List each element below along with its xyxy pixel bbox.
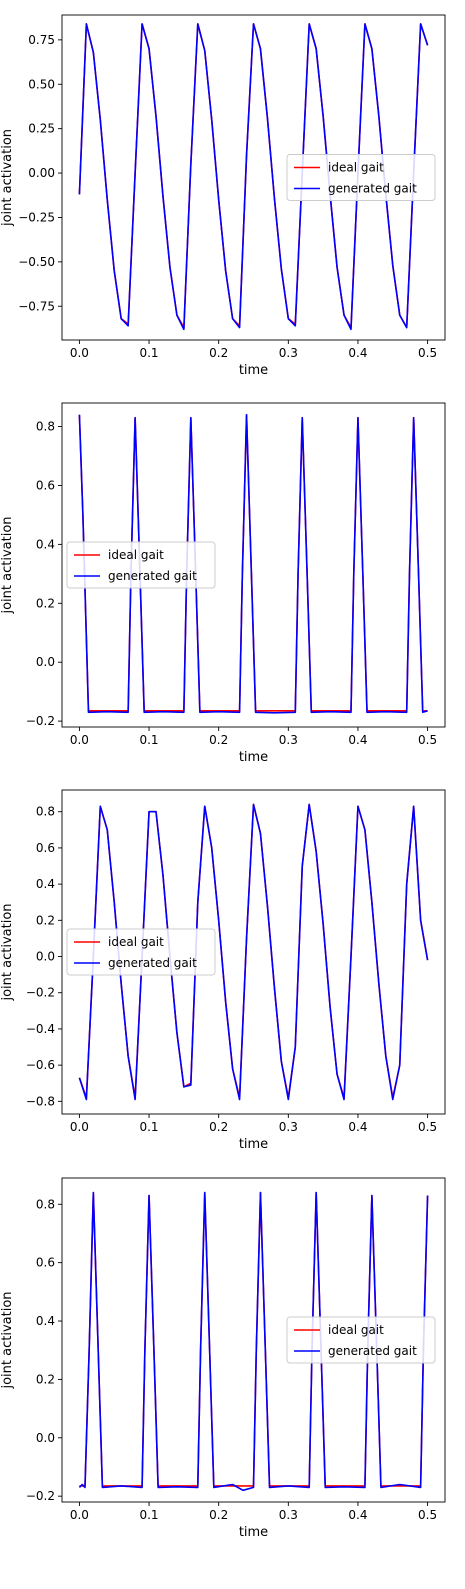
y-tick-label: −0.75 (18, 299, 55, 313)
y-tick-label: 0.6 (36, 841, 55, 855)
x-tick-label: 0.4 (348, 1508, 367, 1522)
x-tick-label: 0.1 (139, 733, 158, 747)
y-tick-label: −0.2 (26, 714, 55, 728)
chart-panel-3: 0.0 0.1 0.2 0.3 0.4 0.5 −0.8 −0.6 −0.4 −0.2 0.0 0.2… (0, 789, 446, 1152)
y-tick-label: 0.2 (36, 596, 55, 610)
x-tick-label: 0.4 (348, 1120, 367, 1134)
y-tick-label: 0.0 (36, 950, 55, 964)
legend: ideal gait generated gait (66, 928, 216, 976)
y-tick-label: −0.2 (26, 1489, 55, 1503)
x-tick-label: 0.2 (209, 733, 228, 747)
y-tick-label: 0.8 (36, 805, 55, 819)
legend-label: ideal gait (328, 1323, 384, 1337)
chart-panel-4: 0.0 0.1 0.2 0.3 0.4 0.5 −0.2 0.0 0.2 0.4 0.6 0.8 tim… (0, 1177, 446, 1540)
x-tick-label: 0.1 (139, 1508, 158, 1522)
y-axis-label: joint activation (0, 516, 15, 614)
x-tick-label: 0.1 (139, 346, 158, 360)
x-tick-label: 0.3 (279, 733, 298, 747)
y-tick-label: 0.0 (36, 1431, 55, 1445)
y-tick-label: −0.8 (26, 1094, 55, 1108)
y-tick-label: 0.2 (36, 913, 55, 927)
x-axis-label: time (239, 750, 268, 765)
y-tick-label: 0.25 (28, 122, 55, 136)
x-tick-label: 0.2 (209, 346, 228, 360)
series-line-generated-gait (78, 413, 428, 714)
y-axis-label: joint activation (0, 129, 15, 227)
x-tick-label: 0.4 (348, 733, 367, 747)
x-tick-label: 0.2 (209, 1508, 228, 1522)
y-tick-label: 0.4 (36, 877, 55, 891)
y-tick-label: 0.2 (36, 1372, 55, 1386)
legend-box (286, 154, 436, 201)
x-tick-label: 0.5 (418, 1508, 437, 1522)
chart-panel-1: 0.0 0.1 0.2 0.3 0.4 0.5 −0.75 −0.50 −0.25 0.00 0.2… (0, 14, 446, 378)
legend-label: generated gait (108, 956, 197, 970)
x-axis-label: time (239, 1525, 268, 1540)
y-tick-label: 0.50 (28, 77, 55, 91)
y-tick-label: −0.2 (26, 986, 55, 1000)
y-tick-label: 0.4 (36, 537, 55, 551)
x-tick-label: 0.0 (70, 1120, 89, 1134)
x-tick-label: 0.3 (279, 346, 298, 360)
x-axis-label: time (239, 363, 268, 378)
x-tick-label: 0.3 (279, 1508, 298, 1522)
chart-panel-2: 0.0 0.1 0.2 0.3 0.4 0.5 −0.2 0.0 0.2 0.4 0.6 0.8 tim… (0, 402, 446, 765)
axes-frame (61, 789, 446, 1115)
y-tick-label: 0.8 (36, 1197, 55, 1211)
legend-label: ideal gait (108, 548, 164, 562)
y-tick-label: −0.6 (26, 1058, 55, 1072)
legend-label: ideal gait (328, 161, 384, 175)
axes-frame (61, 402, 446, 728)
x-tick-label: 0.3 (279, 1120, 298, 1134)
y-tick-label: 0.0 (36, 655, 55, 669)
y-tick-label: −0.25 (18, 210, 55, 224)
x-tick-label: 0.4 (348, 346, 367, 360)
legend: ideal gait generated gait (66, 541, 216, 589)
x-axis-label: time (239, 1137, 268, 1152)
y-tick-label: 0.75 (28, 33, 55, 47)
y-tick-label: 0.6 (36, 478, 55, 492)
y-tick-label: −0.50 (18, 255, 55, 269)
legend: ideal gait generated gait (286, 1316, 436, 1364)
x-tick-label: 0.5 (418, 346, 437, 360)
y-axis-label: joint activation (0, 1291, 15, 1389)
y-tick-label: 0.00 (28, 166, 55, 180)
x-tick-label: 0.0 (70, 346, 89, 360)
x-tick-label: 0.0 (70, 1508, 89, 1522)
x-tick-label: 0.2 (209, 1120, 228, 1134)
legend-label: generated gait (328, 1344, 417, 1358)
y-tick-label: 0.8 (36, 420, 55, 434)
x-tick-label: 0.0 (70, 733, 89, 747)
legend-box (286, 1316, 436, 1364)
legend-label: generated gait (108, 569, 197, 583)
x-tick-label: 0.1 (139, 1120, 158, 1134)
legend-label: generated gait (328, 182, 417, 196)
y-tick-label: 0.4 (36, 1314, 55, 1328)
legend-box (66, 928, 216, 976)
y-axis-label: joint activation (0, 903, 15, 1001)
legend: ideal gait generated gait (286, 154, 436, 201)
series-line-generated-gait (78, 803, 429, 1101)
axes-frame (61, 14, 446, 341)
legend-label: ideal gait (108, 935, 164, 949)
series-line-generated-gait (78, 23, 429, 331)
legend-box (66, 541, 216, 589)
y-tick-label: −0.4 (26, 1022, 55, 1036)
axes-frame (61, 1177, 446, 1503)
x-tick-label: 0.5 (418, 733, 437, 747)
y-tick-label: 0.6 (36, 1256, 55, 1270)
x-tick-label: 0.5 (418, 1120, 437, 1134)
